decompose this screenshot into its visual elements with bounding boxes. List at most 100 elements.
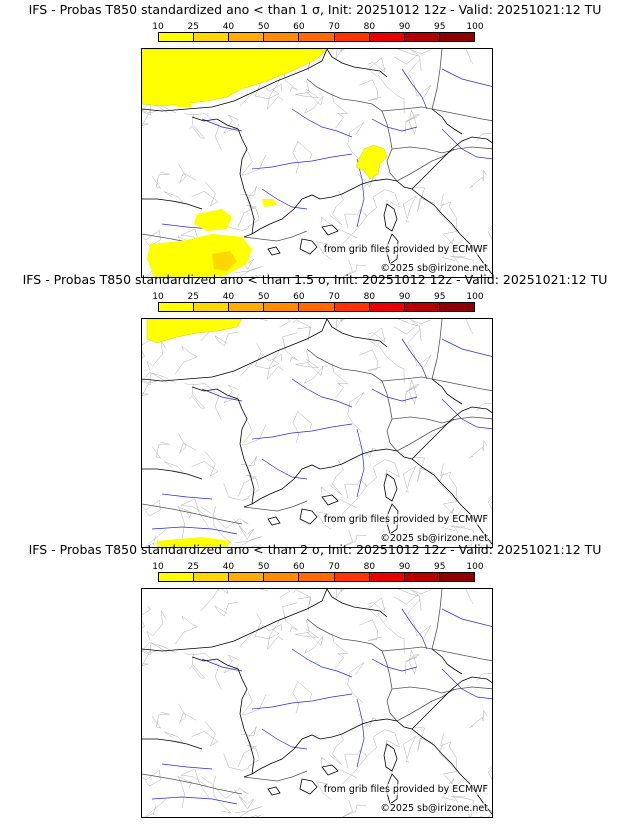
legend-tick-label: 100 [466,292,484,302]
legend-colorbar [158,32,475,42]
admin-boundary [469,439,488,458]
admin-boundary [397,319,422,342]
panel-3: IFS - Probas T850 standardized ano < tha… [0,542,630,818]
river [251,153,353,170]
admin-boundary [487,495,492,510]
river [441,128,492,160]
admin-boundary [254,613,280,640]
prob-area-spain-d [262,199,277,207]
admin-boundary [267,618,284,651]
admin-boundary [329,460,344,496]
admin-boundary [403,735,417,763]
river [441,398,492,430]
river [291,378,353,408]
legend-color-swatch [194,33,230,41]
admin-boundary [469,169,488,188]
legend-tick-label: 90 [398,292,411,302]
prob-area-england [146,319,243,344]
copyright-credit: ©2025 sb@irizone.net [380,803,488,814]
admin-boundary [223,384,239,404]
admin-boundary [335,589,345,599]
admin-boundary [292,411,313,444]
admin-boundary [282,602,299,632]
country-border [243,500,308,512]
admin-boundary [142,642,177,654]
admin-boundary [240,456,257,478]
river [151,526,238,535]
panel-title: IFS - Probas T850 standardized ano < tha… [28,542,602,557]
country-border [306,618,383,652]
coastline [321,764,339,776]
admin-boundary [408,379,417,405]
legend-color-swatch [159,303,195,311]
admin-boundary [440,733,457,771]
admin-boundary [191,721,219,747]
legend-color-swatch [334,303,370,311]
river [261,728,308,750]
river [251,423,353,440]
river [201,388,243,402]
admin-boundary [341,529,367,547]
river [371,658,418,672]
coastline [142,589,328,652]
admin-boundary [344,478,367,499]
coastline [326,589,388,618]
legend-color-swatch [229,573,265,581]
admin-boundary [476,132,492,142]
copyright-credit: ©2025 sb@irizone.net [380,263,488,274]
admin-boundary [347,662,365,703]
admin-boundary [393,589,431,605]
admin-boundary [241,151,267,176]
admin-boundary [251,814,262,817]
admin-boundary [414,187,436,212]
admin-boundary [144,529,167,547]
legend-tick-label: 80 [363,292,376,302]
coastline [431,378,463,405]
prob-area-alps [355,144,388,180]
admin-boundary [179,768,210,799]
admin-boundary [377,607,405,654]
coastline [321,494,339,506]
coastline [411,136,492,190]
admin-boundary [240,726,257,748]
prob-area-spain [157,537,230,547]
legend-color-swatch [369,303,405,311]
coastline [383,473,398,502]
admin-boundary [341,799,367,817]
river [441,338,492,357]
legend-color-swatch [159,573,195,581]
admin-boundary [408,109,417,135]
admin-boundary [405,384,420,404]
admin-boundary [335,49,345,59]
admin-boundary [397,49,422,72]
admin-boundary [295,350,319,369]
admin-boundary [438,743,458,788]
legend-color-swatch [229,303,265,311]
admin-boundary [214,332,238,347]
admin-boundary [359,619,382,641]
admin-boundary [142,769,161,787]
admin-boundary [414,727,436,752]
legend-tick-label: 10 [152,562,164,572]
admin-boundary [144,799,167,817]
map-area: from grib files provided by ECMWF ©2025 … [141,48,493,278]
admin-boundary [367,327,386,348]
admin-boundary [438,473,458,518]
coastline [383,203,398,232]
admin-boundary [235,806,263,817]
admin-boundary [259,319,291,328]
admin-boundary [407,598,432,639]
admin-boundary [175,345,198,374]
admin-boundary [465,319,474,335]
legend-tick-label: 100 [466,22,484,32]
admin-boundary [191,451,219,477]
admin-boundary [142,372,177,384]
admin-boundary [200,506,249,529]
admin-boundary [314,319,315,320]
legend-color-swatch [264,573,300,581]
admin-boundary [344,208,367,229]
country-border [381,646,492,662]
admin-boundary [405,654,420,674]
admin-boundary [487,765,492,780]
river [291,648,353,678]
